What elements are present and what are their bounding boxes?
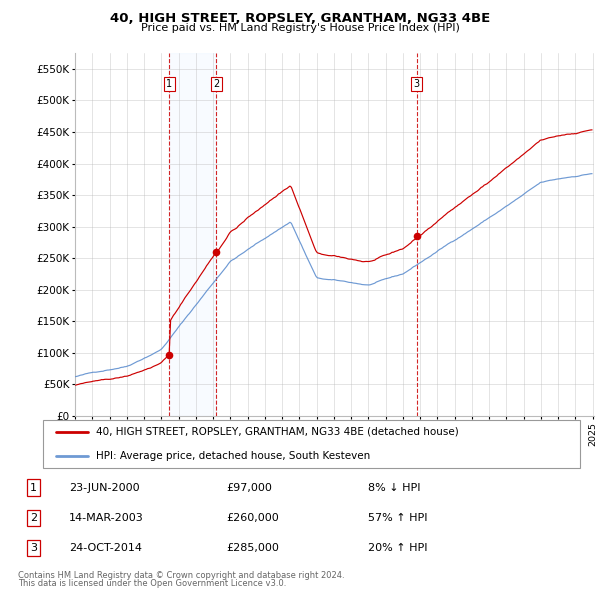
Text: 40, HIGH STREET, ROPSLEY, GRANTHAM, NG33 4BE (detached house): 40, HIGH STREET, ROPSLEY, GRANTHAM, NG33… [96, 427, 459, 437]
Text: 24-OCT-2014: 24-OCT-2014 [69, 543, 142, 553]
Text: 3: 3 [414, 79, 420, 89]
Text: Contains HM Land Registry data © Crown copyright and database right 2024.: Contains HM Land Registry data © Crown c… [18, 571, 344, 579]
Text: 1: 1 [30, 483, 37, 493]
Text: 2: 2 [30, 513, 37, 523]
Text: 23-JUN-2000: 23-JUN-2000 [69, 483, 139, 493]
Text: 1: 1 [166, 79, 173, 89]
Text: £97,000: £97,000 [227, 483, 272, 493]
Text: HPI: Average price, detached house, South Kesteven: HPI: Average price, detached house, Sout… [96, 451, 370, 461]
Text: This data is licensed under the Open Government Licence v3.0.: This data is licensed under the Open Gov… [18, 579, 286, 588]
Text: 57% ↑ HPI: 57% ↑ HPI [368, 513, 427, 523]
Text: 3: 3 [30, 543, 37, 553]
Text: 2: 2 [214, 79, 220, 89]
Text: Price paid vs. HM Land Registry's House Price Index (HPI): Price paid vs. HM Land Registry's House … [140, 23, 460, 33]
Text: 8% ↓ HPI: 8% ↓ HPI [368, 483, 420, 493]
Bar [169, 53, 217, 416]
Text: 40, HIGH STREET, ROPSLEY, GRANTHAM, NG33 4BE: 40, HIGH STREET, ROPSLEY, GRANTHAM, NG33… [110, 12, 490, 25]
Text: £260,000: £260,000 [227, 513, 280, 523]
Text: 20% ↑ HPI: 20% ↑ HPI [368, 543, 427, 553]
Text: £285,000: £285,000 [227, 543, 280, 553]
FancyBboxPatch shape [43, 420, 580, 468]
Text: 14-MAR-2003: 14-MAR-2003 [69, 513, 143, 523]
